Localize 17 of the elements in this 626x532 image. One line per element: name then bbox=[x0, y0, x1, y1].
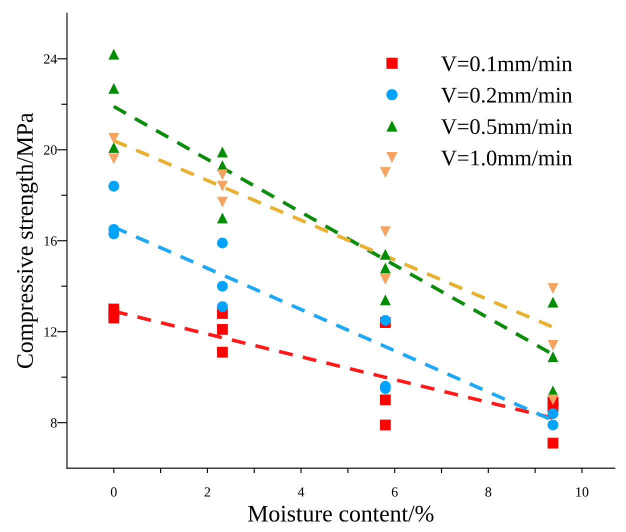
legend-label: V=0.1mm/min bbox=[441, 56, 572, 72]
x-tick-label: 10 bbox=[576, 487, 588, 497]
legend-label: V=0.5mm/min bbox=[441, 119, 572, 134]
x-axis-title: Moisture content/% bbox=[248, 506, 434, 522]
x-tick-label: 0 bbox=[110, 487, 117, 497]
y-tick-label: 16 bbox=[44, 236, 57, 246]
y-tick-label: 24 bbox=[44, 54, 58, 64]
legend-label: V=1.0mm/min bbox=[441, 150, 572, 166]
legend-label: V=0.2mm/min bbox=[441, 88, 572, 103]
x-tick-label: 4 bbox=[298, 487, 304, 497]
y-tick-label: 8 bbox=[50, 418, 57, 428]
y-axis-title: Compressive strength/MPa bbox=[16, 112, 38, 368]
x-tick-label: 6 bbox=[392, 487, 398, 497]
x-tick-label: 8 bbox=[485, 487, 492, 497]
y-tick-label: 12 bbox=[44, 327, 56, 337]
x-tick-label: 2 bbox=[204, 487, 210, 497]
y-tick-label: 20 bbox=[44, 145, 57, 155]
